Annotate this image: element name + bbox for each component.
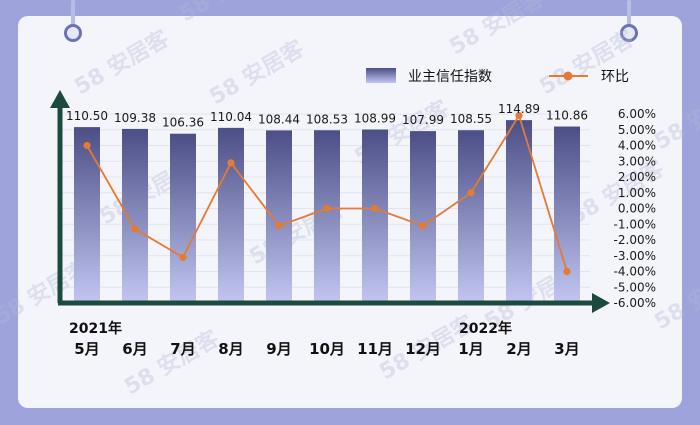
line-point [275, 222, 283, 230]
right-axis-tick-label: 3.00% [618, 154, 656, 168]
right-axis-tick-label: -5.00% [614, 280, 656, 294]
line-point [563, 267, 571, 276]
bar-value-label: 106.36 [162, 116, 204, 130]
watermark-text: 58 安居客 [120, 325, 224, 400]
right-axis-tick-label: -2.00% [614, 233, 656, 247]
legend-line-marker [563, 71, 573, 81]
bar [74, 127, 100, 303]
bar [506, 120, 532, 303]
watermark-text: 58 安居客 [535, 25, 639, 100]
x-axis-arrow [592, 293, 610, 313]
legend-line-label: 环比 [601, 69, 629, 85]
card-pin-left [64, 0, 82, 42]
right-axis-tick-label: -3.00% [614, 249, 656, 263]
bar-value-label: 107.99 [402, 113, 444, 127]
bar-value-label: 110.04 [210, 110, 252, 124]
bar-value-label: 108.55 [450, 112, 492, 126]
x-axis-tick-label: 1月 [458, 340, 483, 358]
watermark-text: 58 安居客 [175, 0, 279, 27]
bar [362, 129, 388, 303]
right-axis-tick-label: 1.00% [618, 186, 656, 200]
x-axis-tick-label: 3月 [554, 340, 579, 358]
right-axis-tick-label: 4.00% [618, 139, 656, 153]
bar-value-label: 109.38 [114, 111, 156, 125]
x-axis-tick-label: 6月 [122, 340, 147, 358]
right-axis-tick-label: -6.00% [614, 296, 656, 310]
bar-value-label: 108.99 [354, 112, 396, 126]
legend-bar-label: 业主信任指数 [408, 69, 492, 85]
bar [218, 127, 244, 303]
line-point [467, 189, 475, 197]
bar-value-label: 114.89 [498, 102, 540, 116]
line-point [179, 253, 187, 261]
year-label: 2021年 [69, 320, 122, 337]
year-label: 2022年 [459, 320, 512, 337]
bar [554, 126, 580, 303]
bar [410, 131, 436, 303]
x-axis-tick-label: 11月 [357, 340, 393, 358]
watermark-text: 58 安居客 [650, 260, 700, 335]
right-axis-tick-label: -1.00% [614, 217, 656, 231]
bar [122, 128, 148, 303]
x-axis-tick-label: 12月 [405, 340, 441, 358]
bar [170, 133, 196, 303]
line-point [131, 225, 139, 233]
legend-bar-swatch [366, 68, 396, 83]
right-axis-tick-label: -4.00% [614, 265, 656, 279]
line-point [227, 159, 235, 167]
x-axis-tick-label: 5月 [74, 340, 99, 358]
line-point [83, 141, 91, 150]
right-axis-tick-label: 6.00% [618, 107, 656, 121]
card-pin-right [620, 0, 638, 42]
bar [266, 130, 292, 303]
line-point [371, 204, 379, 213]
watermark-text: 58 安居客 [205, 35, 309, 110]
line-point [323, 204, 331, 213]
watermark-text: 58 安居客 [445, 0, 549, 60]
bar [314, 130, 340, 303]
right-axis-tick-label: 2.00% [618, 170, 656, 184]
line-point [515, 111, 523, 120]
bar-value-label: 108.44 [258, 112, 300, 126]
x-axis-tick-label: 2月 [506, 340, 531, 358]
bar [458, 130, 484, 303]
right-axis-tick-label: 5.00% [618, 123, 656, 137]
x-axis-tick-label: 9月 [266, 340, 291, 358]
x-axis-tick-label: 8月 [218, 340, 243, 358]
line-point [419, 222, 427, 230]
x-axis-tick-label: 7月 [170, 340, 195, 358]
watermark-text: 58 安居客 [70, 25, 174, 100]
bar-value-label: 110.86 [546, 109, 588, 123]
watermark-text: 58 安居客 [650, 80, 700, 155]
bar-value-label: 108.53 [306, 112, 348, 126]
bar-value-label: 110.50 [66, 109, 108, 123]
x-axis-tick-label: 10月 [309, 340, 345, 358]
y-axis-arrow [50, 90, 70, 108]
right-axis-tick-label: 0.00% [618, 202, 656, 216]
